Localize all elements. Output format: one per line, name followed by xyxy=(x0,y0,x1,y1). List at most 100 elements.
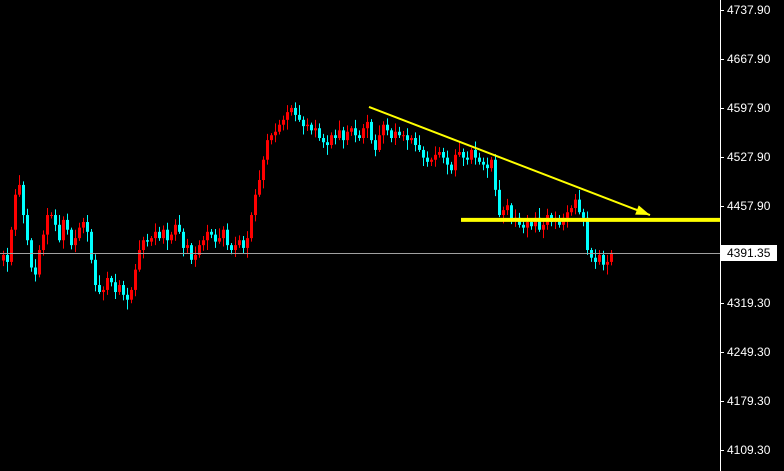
candle-body xyxy=(538,217,541,230)
candle xyxy=(570,205,573,216)
candle xyxy=(178,215,181,234)
candle xyxy=(370,119,373,144)
trendline[interactable] xyxy=(368,106,651,216)
candle xyxy=(134,264,137,297)
candle-body xyxy=(482,161,485,165)
candle xyxy=(174,219,177,241)
axis-tick-label: 4319.30 xyxy=(727,296,771,310)
candle-body xyxy=(130,289,133,300)
candle xyxy=(130,287,133,304)
candle-body xyxy=(354,128,357,136)
candle xyxy=(454,149,457,177)
candle xyxy=(222,226,225,247)
candle xyxy=(10,226,13,266)
candle xyxy=(482,157,485,171)
candle-body xyxy=(246,238,249,248)
candle-body xyxy=(446,157,449,165)
candle-body xyxy=(498,189,501,216)
candle-body xyxy=(346,131,349,141)
candle xyxy=(26,208,29,246)
candle-body xyxy=(290,107,293,113)
candle-body xyxy=(174,224,177,235)
candle-body xyxy=(42,234,45,251)
candle xyxy=(306,118,309,132)
candle xyxy=(338,120,341,141)
candle xyxy=(346,125,349,146)
candle-body xyxy=(222,229,225,239)
candle xyxy=(310,122,313,135)
candle xyxy=(78,222,81,241)
candle-body xyxy=(526,222,529,228)
candle-body xyxy=(286,112,289,120)
candle xyxy=(378,125,381,153)
candle-body xyxy=(506,205,509,211)
candle-body xyxy=(110,278,113,283)
candle-body xyxy=(294,107,297,115)
candle xyxy=(582,208,585,227)
candle xyxy=(334,129,337,145)
candle-body xyxy=(414,138,417,146)
candle xyxy=(426,151,429,167)
candle xyxy=(98,275,101,295)
candle xyxy=(314,119,317,138)
candle xyxy=(278,119,281,135)
candle-body xyxy=(454,154,457,171)
candle-body xyxy=(166,229,169,241)
candle-body xyxy=(326,142,329,146)
candle-body xyxy=(50,215,53,217)
candle-body xyxy=(478,157,481,162)
candle-body xyxy=(106,278,109,290)
candle xyxy=(194,246,197,267)
candle-body xyxy=(426,157,429,162)
candle xyxy=(58,215,61,243)
candle xyxy=(266,133,269,165)
candle xyxy=(262,156,265,189)
candle-body xyxy=(534,217,537,227)
candle xyxy=(38,245,41,278)
candle xyxy=(494,154,497,197)
candle-body xyxy=(370,121,373,141)
candle xyxy=(534,212,537,233)
candle-body xyxy=(190,245,193,260)
candle-body xyxy=(146,240,149,242)
candle-body xyxy=(450,164,453,171)
candle-body xyxy=(134,269,137,290)
candle-body xyxy=(302,119,305,127)
candle-body xyxy=(182,231,185,248)
candle-body xyxy=(118,285,121,293)
candle xyxy=(298,105,301,122)
arrowhead-icon xyxy=(635,205,650,216)
candle-body xyxy=(78,227,81,239)
candle-body xyxy=(226,229,229,246)
candle-body xyxy=(342,130,345,141)
candle xyxy=(522,220,525,234)
candle xyxy=(94,254,97,292)
candle-body xyxy=(178,224,181,232)
candle xyxy=(18,175,21,197)
candle xyxy=(34,259,37,282)
candle xyxy=(506,198,509,216)
candle-body xyxy=(382,124,385,136)
candle-body xyxy=(486,164,489,169)
candle-body xyxy=(266,140,269,160)
candle-body xyxy=(474,149,477,158)
candle-body xyxy=(334,135,337,139)
candle-body xyxy=(310,124,313,131)
candle xyxy=(294,102,297,122)
candle-body xyxy=(566,212,569,218)
candle-body xyxy=(318,128,321,139)
candle xyxy=(326,135,329,155)
candle xyxy=(438,147,441,158)
candle xyxy=(70,227,73,250)
candle-body xyxy=(402,135,405,137)
candle xyxy=(598,250,601,265)
price-axis[interactable]: 4737.90 4667.90 4597.90 4527.90 4457.90 4319.… xyxy=(720,3,777,457)
candle xyxy=(242,236,245,254)
candle-body xyxy=(38,250,41,275)
candle xyxy=(418,135,421,153)
candle xyxy=(102,286,105,301)
candle-body xyxy=(102,289,105,293)
candle-body xyxy=(306,124,309,127)
candle-body xyxy=(322,138,325,143)
candle xyxy=(390,128,393,143)
